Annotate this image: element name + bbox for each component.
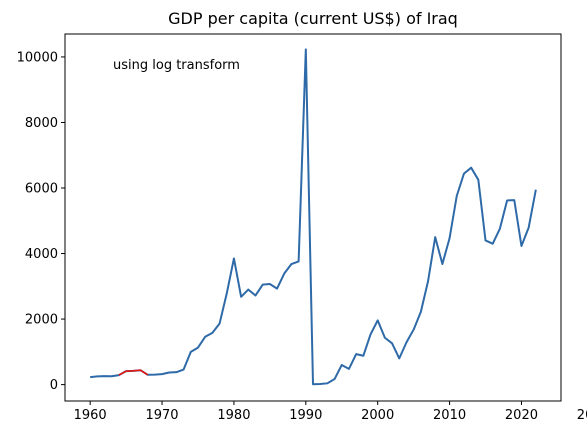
y-tick-label: 2000 <box>25 313 58 328</box>
x-tick-label: 1960 <box>74 408 107 423</box>
axes: 1960 1970 1980 1990 2000 2010 2020 2030 0 2000 400… <box>17 34 587 423</box>
x-tick-label: 2030 <box>577 408 587 423</box>
x-tick-label: 2020 <box>505 408 538 423</box>
y-tick-label: 4000 <box>25 247 58 262</box>
plot-area <box>90 49 536 384</box>
x-tick-label: 1970 <box>145 408 178 423</box>
x-tick-label: 1980 <box>217 408 250 423</box>
x-tick-label: 2010 <box>433 408 466 423</box>
y-tick-label: 0 <box>50 378 58 393</box>
series-line-gdp <box>90 49 536 384</box>
y-tick-label: 8000 <box>25 116 58 131</box>
annotation-text: using log transform <box>113 58 240 73</box>
chart-title: GDP per capita (current US$) of Iraq <box>168 9 458 28</box>
y-tick-label: 10000 <box>17 50 58 65</box>
x-tick-label: 1990 <box>289 408 322 423</box>
y-tick-label: 6000 <box>25 182 58 197</box>
x-tick-label: 2000 <box>361 408 394 423</box>
